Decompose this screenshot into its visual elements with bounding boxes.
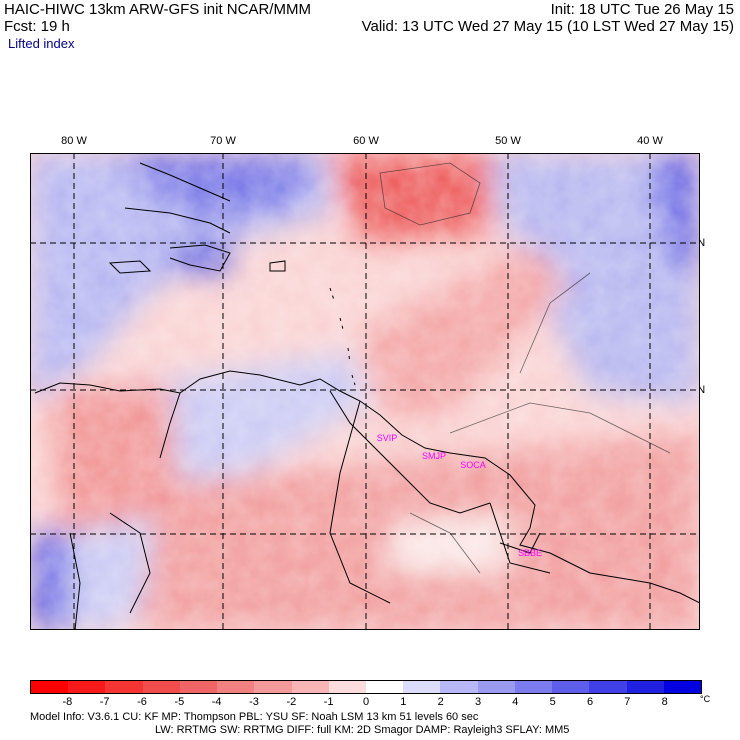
colorbar-swatch — [403, 681, 441, 693]
colorbar-swatch — [626, 681, 664, 693]
colorbar-swatch — [31, 681, 69, 693]
colorbar-tick-label: 8 — [661, 696, 668, 708]
colorbar-swatch — [142, 681, 180, 693]
colorbar-tick-label: 5 — [549, 696, 556, 708]
colorbar-swatch — [477, 681, 515, 693]
colorbar-tick-label: 3 — [474, 696, 482, 708]
colorbar-swatch — [514, 681, 553, 693]
colorbar-tick-label: -5 — [174, 696, 185, 708]
colorbar-swatch — [440, 681, 478, 693]
station-soca: SOCA — [460, 460, 486, 470]
colorbar-swatch — [291, 681, 329, 693]
colorbar-swatch — [254, 681, 292, 693]
station-svip: SVIP — [376, 433, 398, 443]
model-info-line-2: LW: RRTMG SW: RRTMG DIFF: full KM: 2D Sm… — [155, 724, 570, 736]
colorbar-swatch — [217, 681, 255, 693]
colorbar-tick-label: -1 — [323, 696, 334, 708]
lat-lon-grid — [30, 153, 700, 630]
colorbar-tick-label: 7 — [624, 696, 631, 708]
colorbar-swatch — [663, 681, 701, 693]
lon-label-60w: 60 W — [353, 135, 379, 147]
colorbar-swatch — [179, 681, 218, 693]
lon-label-50w: 50 W — [495, 135, 521, 147]
forecast-hour: Fcst: 19 h — [4, 18, 70, 35]
lon-label-70w: 70 W — [210, 135, 236, 147]
colorbar-tick-label: -3 — [249, 696, 259, 708]
lon-label-40w: 40 W — [637, 135, 663, 147]
colorbar-swatch — [589, 681, 627, 693]
colorbar-swatch — [328, 681, 366, 693]
colorbar-unit: °C — [700, 694, 711, 704]
model-info-line-1: Model Info: V3.6.1 CU: KF MP: Thompson P… — [30, 711, 479, 723]
colorbar-tick-label: -8 — [62, 696, 73, 708]
coastlines — [34, 162, 700, 630]
init-time: Init: 18 UTC Tue 26 May 15 — [550, 1, 734, 18]
colorbar-tick-label: 2 — [437, 696, 444, 708]
colorbar-swatch — [552, 681, 590, 693]
valid-time: Valid: 13 UTC Wed 27 May 15 (10 LST Wed … — [361, 18, 734, 35]
station-smjp: SMJP — [421, 451, 447, 461]
field-shading — [30, 153, 700, 630]
colorbar-swatch — [68, 681, 106, 693]
colorbar-tick-label: 1 — [400, 696, 407, 708]
field-name: Lifted index — [8, 36, 75, 51]
station-sbbe: SBBE — [517, 548, 543, 558]
colorbar-swatch — [365, 681, 404, 693]
colorbar — [30, 680, 702, 694]
map-title: HAIC-HIWC 13km ARW-GFS init NCAR/MMM — [4, 1, 311, 18]
colorbar-swatch — [105, 681, 143, 693]
colorbar-tick-label: -2 — [286, 696, 297, 708]
lifted-index-map — [30, 153, 700, 630]
colorbar-tick-label: -7 — [99, 696, 110, 708]
colorbar-tick-label: -4 — [211, 696, 222, 708]
colorbar-tick-label: 4 — [512, 696, 519, 708]
colorbar-tick-label: 0 — [362, 696, 370, 708]
colorbar-tick-label: 6 — [586, 696, 594, 708]
lon-label-80w: 80 W — [61, 135, 87, 147]
colorbar-tick-label: -6 — [137, 696, 147, 708]
